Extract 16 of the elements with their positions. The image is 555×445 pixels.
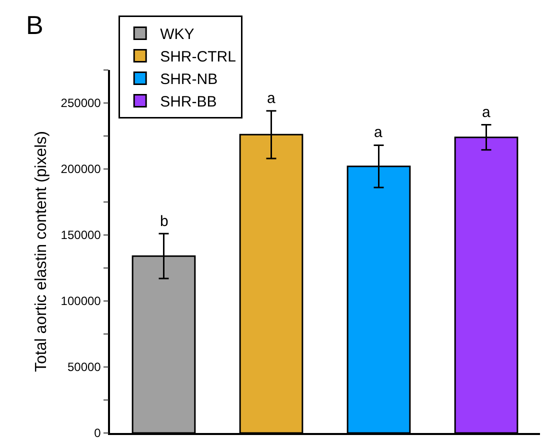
y-tick-label: 100000 [60,294,102,308]
y-tick-label: 0 [94,426,102,440]
data-label: a [482,104,491,121]
legend-label: SHR-NB [160,71,218,88]
data-label: b [160,213,168,230]
y-tick-label: 150000 [60,228,102,242]
text: B [26,10,44,40]
data-label: a [267,90,276,107]
legend-label: SHR-BB [160,94,217,111]
y-tick-label: 250000 [60,96,102,110]
y-tick-label: 50000 [67,360,102,374]
legend-label: WKY [160,26,194,44]
data-label: a [374,124,383,141]
legend-label: SHR-CTRL [160,48,236,66]
y-tick-label: 200000 [60,162,102,176]
y-axis-title: Total aortic elastin content (pixels) [33,131,50,372]
